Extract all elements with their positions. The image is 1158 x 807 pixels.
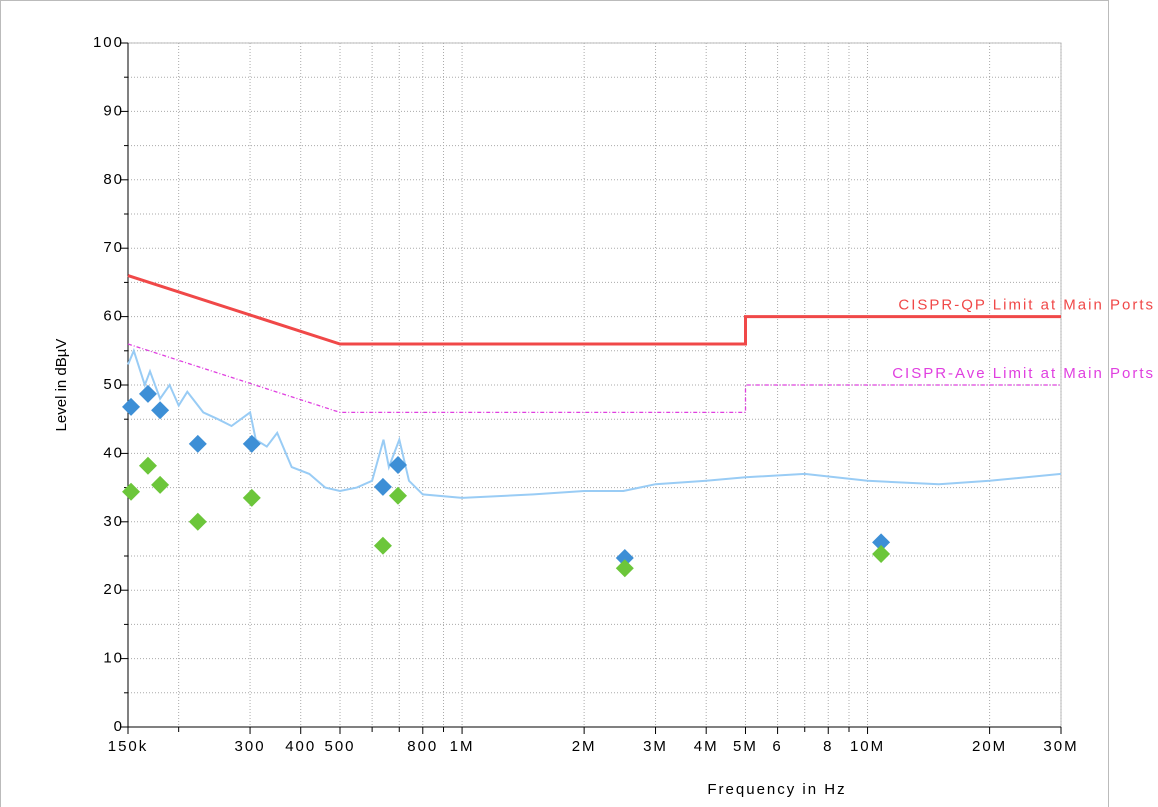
marker xyxy=(615,559,634,578)
y-tick-label: 50 xyxy=(103,376,124,393)
marker xyxy=(242,488,261,507)
marker xyxy=(615,549,634,568)
x-tick-label: 10M xyxy=(850,738,885,755)
x-tick-label: 2M xyxy=(572,738,597,755)
y-tick-label: 80 xyxy=(103,171,124,188)
x-tick-label: 30M xyxy=(1043,738,1078,755)
marker xyxy=(138,384,157,403)
marker xyxy=(389,456,408,475)
series-line xyxy=(127,347,1062,499)
x-tick-label: 1M xyxy=(450,738,475,755)
marker xyxy=(389,486,408,505)
marker xyxy=(151,475,170,494)
y-axis-label: Level in dBµV xyxy=(53,339,70,432)
y-tick-label: 70 xyxy=(103,239,124,256)
marker xyxy=(872,533,891,552)
y-tick-label: 60 xyxy=(103,308,124,325)
x-tick-label: 20M xyxy=(972,738,1007,755)
x-tick-label: 400 xyxy=(285,738,316,755)
marker xyxy=(188,434,207,453)
series-label: CISPR-QP Limit at Main Ports xyxy=(898,297,1155,314)
marker xyxy=(872,544,891,563)
marker xyxy=(151,401,170,420)
x-tick-label: 800 xyxy=(407,738,438,755)
x-axis-label: Frequency in Hz xyxy=(707,781,846,798)
y-tick-label: 20 xyxy=(103,581,124,598)
x-tick-label: 500 xyxy=(324,738,355,755)
frame xyxy=(0,0,1109,807)
marker xyxy=(122,482,141,501)
series-line xyxy=(127,274,1061,346)
x-tick-label: 5M xyxy=(733,738,758,755)
x-tick-label: 8 xyxy=(823,738,833,755)
x-tick-label: 150k xyxy=(108,738,149,755)
y-tick-label: 0 xyxy=(114,718,124,735)
series-label: CISPR-Ave Limit at Main Ports xyxy=(892,365,1155,382)
marker xyxy=(188,512,207,531)
x-tick-label: 300 xyxy=(235,738,266,755)
y-tick-label: 10 xyxy=(103,650,124,667)
x-tick-label: 4M xyxy=(694,738,719,755)
x-tick-label: 6 xyxy=(772,738,782,755)
y-tick-label: 100 xyxy=(93,34,124,51)
marker xyxy=(122,397,141,416)
marker xyxy=(138,456,157,475)
y-tick-label: 30 xyxy=(103,513,124,530)
marker xyxy=(373,477,392,496)
y-tick-label: 90 xyxy=(103,102,124,119)
marker xyxy=(242,434,261,453)
x-tick-label: 3M xyxy=(643,738,668,755)
y-tick-label: 40 xyxy=(103,444,124,461)
marker xyxy=(373,536,392,555)
